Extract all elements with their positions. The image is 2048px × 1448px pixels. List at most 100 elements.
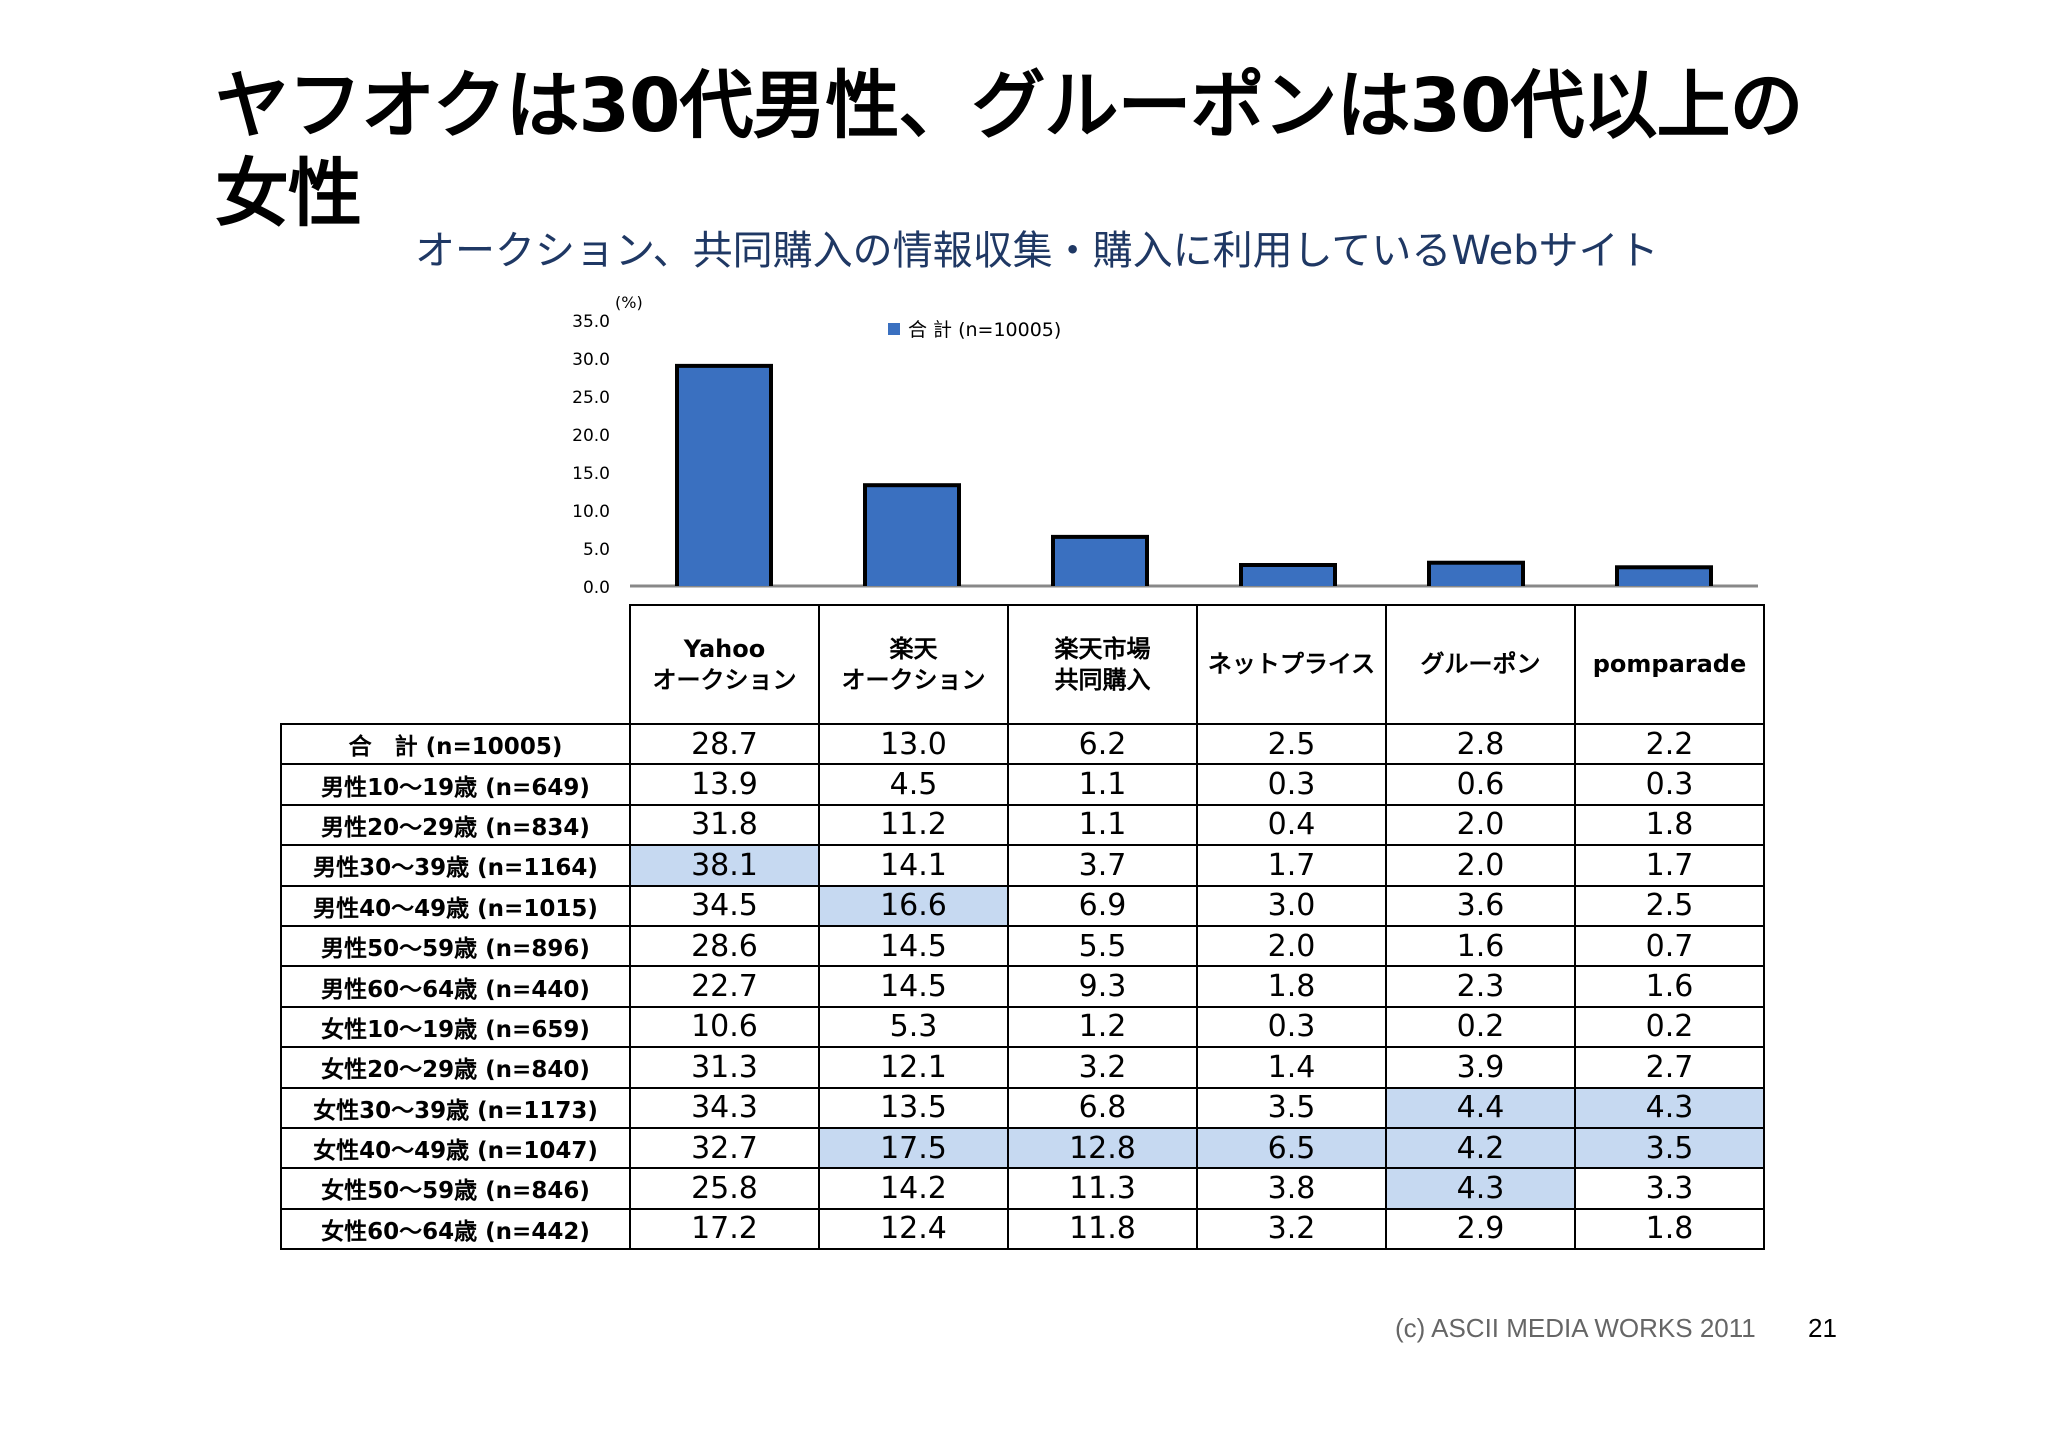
table-cell: 4.5 — [818, 763, 1009, 806]
table-cell: 32.7 — [629, 1126, 820, 1170]
table-row: 女性40～49歳 (n=1047) 32.7 17.5 12.8 6.5 4.2 3.5 — [280, 1126, 1765, 1170]
table-cell: 22.7 — [629, 965, 820, 1008]
bar — [1431, 564, 1521, 586]
table-cell: 2.5 — [1574, 884, 1765, 927]
table-cell: 0.3 — [1196, 1005, 1387, 1049]
table-cell: 34.5 — [629, 884, 820, 927]
table-cell: 1.8 — [1574, 803, 1765, 847]
table-cell: 0.6 — [1385, 763, 1576, 806]
row-label: 女性30～39歳 (n=1173) — [280, 1086, 631, 1129]
table-cell: 1.6 — [1574, 965, 1765, 1008]
y-tick-label: 5.0 — [583, 540, 610, 560]
table-cell: 13.5 — [818, 1086, 1009, 1129]
table-cell: 2.9 — [1385, 1207, 1576, 1251]
table-cell: 11.8 — [1007, 1207, 1198, 1251]
table-cell: 0.3 — [1574, 763, 1765, 806]
table-row: 男性50～59歳 (n=896) 28.6 14.5 5.5 2.0 1.6 0.7 — [280, 924, 1765, 968]
row-label: 男性30～39歳 (n=1164) — [280, 844, 631, 887]
table-cell: 0.3 — [1196, 763, 1387, 806]
bar-chart: 0.0 5.0 10.0 15.0 20.0 25.0 30.0 35.0 (%) 合 計 (n=… — [572, 293, 1758, 598]
table-cell: 0.2 — [1574, 1005, 1765, 1049]
table-row: 合 計 (n=10005) 28.7 13.0 6.2 2.5 2.8 2.2 — [280, 722, 1765, 766]
chart-subtitle: オークション、共同購入の情報収集・購入に利用しているWebサイト — [415, 228, 1659, 274]
table-row: 男性30～39歳 (n=1164) 38.1 14.1 3.7 1.7 2.0 1.7 — [280, 844, 1765, 887]
table-cell: 4.3 — [1385, 1167, 1576, 1210]
table-header-row: Yahoo オークション 楽天 オークション 楽天市場 共同購入 ネットプライス グルー… — [281, 604, 1765, 725]
table-cell: 6.9 — [1007, 884, 1198, 927]
table-cell: 5.5 — [1007, 924, 1198, 968]
table-row: 女性50～59歳 (n=846) 25.8 14.2 11.3 3.8 4.3 3.3 — [280, 1167, 1765, 1210]
table-cell: 11.2 — [818, 803, 1009, 847]
row-label: 合 計 (n=10005) — [280, 722, 631, 766]
table-cell: 11.3 — [1007, 1167, 1198, 1210]
table-cell: 13.0 — [818, 722, 1009, 766]
y-tick-label: 35.0 — [572, 312, 610, 332]
table-row: 女性10～19歳 (n=659) 10.6 5.3 1.2 0.3 0.2 0.2 — [280, 1005, 1765, 1049]
bar — [1055, 538, 1145, 586]
table-cell: 3.5 — [1196, 1086, 1387, 1129]
table-cell: 3.9 — [1385, 1046, 1576, 1089]
table-cell: 2.3 — [1385, 965, 1576, 1008]
table-cell: 14.1 — [818, 844, 1009, 887]
table-cell: 12.1 — [818, 1046, 1009, 1089]
table-cell: 4.2 — [1385, 1126, 1576, 1170]
table-cell: 17.5 — [818, 1126, 1009, 1170]
row-label: 男性10～19歳 (n=649) — [280, 763, 631, 806]
table-cell: 6.5 — [1196, 1126, 1387, 1170]
table-cell: 14.2 — [818, 1167, 1009, 1210]
legend-label: 合 計 (n=10005) — [908, 319, 1061, 341]
table-cell: 34.3 — [629, 1086, 820, 1129]
table-cell: 3.7 — [1007, 844, 1198, 887]
table-row: 男性10～19歳 (n=649) 13.9 4.5 1.1 0.3 0.6 0.3 — [280, 763, 1765, 806]
row-label: 女性20～29歳 (n=840) — [280, 1046, 631, 1089]
bar — [867, 487, 957, 586]
y-tick-label: 30.0 — [572, 350, 610, 370]
row-label: 女性10～19歳 (n=659) — [280, 1005, 631, 1049]
table-cell: 1.8 — [1196, 965, 1387, 1008]
table-cell: 1.4 — [1196, 1046, 1387, 1089]
table-cell: 0.7 — [1574, 924, 1765, 968]
column-header: 楽天市場 共同購入 — [1007, 604, 1198, 725]
y-tick-label: 0.0 — [583, 578, 610, 598]
table-cell: 12.8 — [1007, 1126, 1198, 1170]
table-cell: 1.8 — [1574, 1207, 1765, 1251]
table-cell: 3.6 — [1385, 884, 1576, 927]
table-cell: 3.3 — [1574, 1167, 1765, 1210]
column-header: ネットプライス — [1196, 604, 1387, 725]
y-tick-label: 25.0 — [572, 388, 610, 408]
table-corner — [281, 605, 631, 725]
table-cell: 4.4 — [1385, 1086, 1576, 1129]
table-cell: 17.2 — [629, 1207, 820, 1251]
table-row: 男性60～64歳 (n=440) 22.7 14.5 9.3 1.8 2.3 1.6 — [280, 965, 1765, 1008]
table-cell: 38.1 — [629, 844, 820, 887]
table-cell: 3.5 — [1574, 1126, 1765, 1170]
row-label: 女性40～49歳 (n=1047) — [280, 1126, 631, 1170]
table-cell: 1.7 — [1574, 844, 1765, 887]
y-tick-label: 20.0 — [572, 426, 610, 446]
table-cell: 25.8 — [629, 1167, 820, 1210]
table-row: 女性20～29歳 (n=840) 31.3 12.1 3.2 1.4 3.9 2.7 — [280, 1046, 1765, 1089]
table-cell: 2.5 — [1196, 722, 1387, 766]
column-header: グルーポン — [1385, 604, 1576, 725]
table-cell: 1.1 — [1007, 803, 1198, 847]
table-cell: 31.8 — [629, 803, 820, 847]
table-cell: 13.9 — [629, 763, 820, 806]
table-cell: 2.7 — [1574, 1046, 1765, 1089]
table-row: 男性20～29歳 (n=834) 31.8 11.2 1.1 0.4 2.0 1.8 — [280, 803, 1765, 847]
column-header: 楽天 オークション — [818, 604, 1009, 725]
table-cell: 10.6 — [629, 1005, 820, 1049]
page-number: 21 — [1808, 1313, 1837, 1343]
table-cell: 14.5 — [818, 965, 1009, 1008]
row-label: 男性50～59歳 (n=896) — [280, 924, 631, 968]
row-label: 女性60～64歳 (n=442) — [280, 1207, 631, 1251]
table-cell: 16.6 — [818, 884, 1009, 927]
y-tick-label: 15.0 — [572, 464, 610, 484]
page-title: ヤフオクは30代男性、グルーポンは30代以上の女性 — [215, 63, 1803, 237]
row-label: 男性60～64歳 (n=440) — [280, 965, 631, 1008]
table-cell: 3.2 — [1007, 1046, 1198, 1089]
table-cell: 6.8 — [1007, 1086, 1198, 1129]
table-cell: 9.3 — [1007, 965, 1198, 1008]
column-header: pomparade — [1574, 604, 1765, 725]
legend-swatch — [888, 323, 900, 335]
table-cell: 2.8 — [1385, 722, 1576, 766]
